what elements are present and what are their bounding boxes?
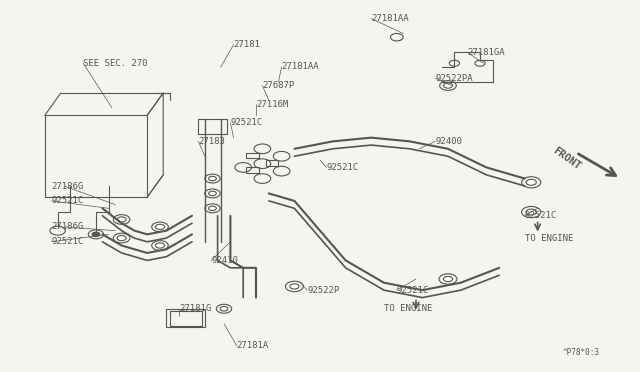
Text: 27181AA: 27181AA <box>282 62 319 71</box>
Text: 27183: 27183 <box>198 137 225 146</box>
Text: 92521C: 92521C <box>51 196 83 205</box>
Circle shape <box>209 176 216 181</box>
Text: TO ENGINE: TO ENGINE <box>384 304 433 313</box>
Text: 92521C: 92521C <box>51 237 83 246</box>
Circle shape <box>444 83 452 88</box>
Text: ^P78*0:3: ^P78*0:3 <box>563 348 600 357</box>
Text: 27181: 27181 <box>234 40 260 49</box>
Bar <box>170 311 202 326</box>
Circle shape <box>444 276 452 282</box>
Circle shape <box>209 191 216 196</box>
Circle shape <box>117 217 126 222</box>
Text: 92521C: 92521C <box>326 163 358 172</box>
Circle shape <box>209 206 216 211</box>
Bar <box>166 309 205 327</box>
Circle shape <box>526 209 536 215</box>
Bar <box>246 153 259 158</box>
Circle shape <box>92 232 100 237</box>
Text: TO ENGINE: TO ENGINE <box>525 234 573 243</box>
Text: 92521C: 92521C <box>397 286 429 295</box>
Text: 27181AA: 27181AA <box>371 14 409 23</box>
Text: SEE SEC. 270: SEE SEC. 270 <box>83 59 148 68</box>
Text: 27181GA: 27181GA <box>467 48 505 57</box>
Text: FRONT: FRONT <box>551 145 582 171</box>
Text: 92410: 92410 <box>211 256 238 265</box>
Text: 92522PA: 92522PA <box>435 74 473 83</box>
Text: 92400: 92400 <box>435 137 462 146</box>
Text: 92522P: 92522P <box>307 286 339 295</box>
Text: 27181G: 27181G <box>179 304 211 313</box>
Circle shape <box>117 235 126 241</box>
Text: 27116M: 27116M <box>256 100 288 109</box>
Text: 92521C: 92521C <box>230 118 262 127</box>
Circle shape <box>156 243 164 248</box>
Bar <box>246 167 259 173</box>
Text: 92521C: 92521C <box>525 211 557 220</box>
Circle shape <box>526 179 536 185</box>
Circle shape <box>156 224 164 230</box>
Circle shape <box>290 284 299 289</box>
Text: 27181A: 27181A <box>237 341 269 350</box>
Text: 27687P: 27687P <box>262 81 294 90</box>
Text: 27186G: 27186G <box>51 222 83 231</box>
Bar <box>266 160 278 166</box>
Text: 27186G: 27186G <box>51 182 83 190</box>
